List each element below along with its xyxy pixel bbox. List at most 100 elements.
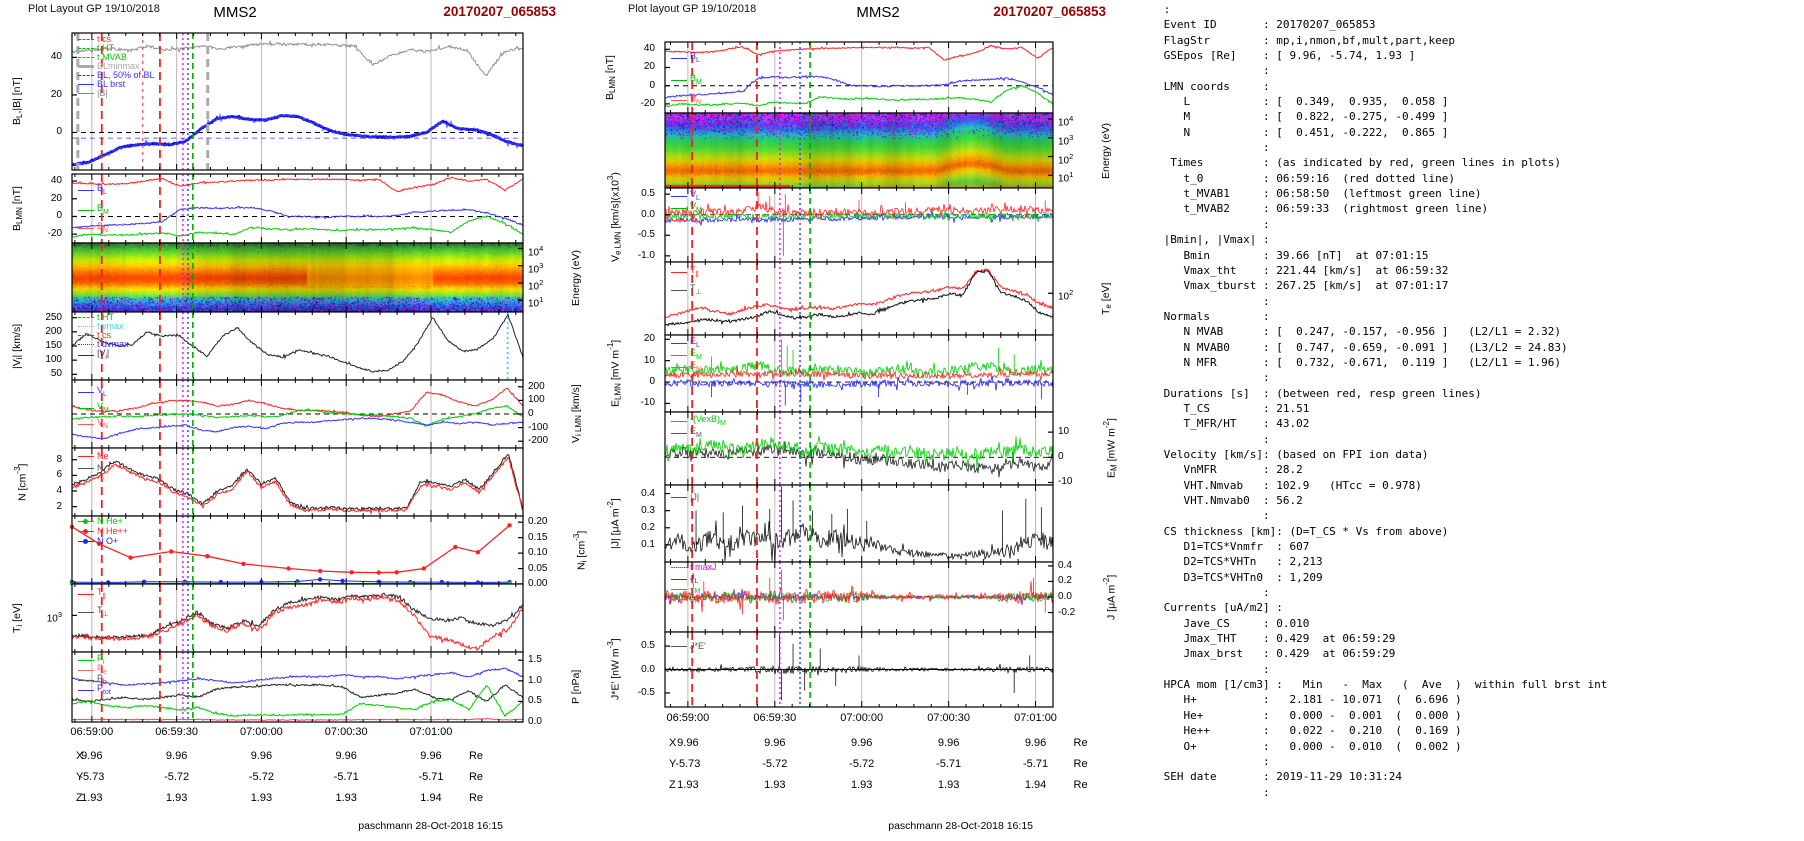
legend-label: BM xyxy=(690,73,702,86)
y-tick-label: 103 xyxy=(528,260,544,276)
ephemeris-value: 9.96 xyxy=(81,750,103,762)
y-tick-label: 0.1 xyxy=(641,538,655,550)
y-tick-label: 0.5 xyxy=(528,695,542,707)
y-tick-label: 6 xyxy=(56,469,62,481)
event-id-label: 20170207_065853 xyxy=(443,4,556,19)
ephemeris-value: 9.96 xyxy=(420,750,442,762)
legend-label: BL brst xyxy=(97,79,126,89)
legend-item: T∥ xyxy=(671,266,699,279)
legend-dot-swatch xyxy=(83,529,88,534)
legend-line-swatch xyxy=(78,689,94,691)
legend-item: BN xyxy=(671,94,701,107)
legend-dot-swatch xyxy=(83,519,88,524)
spacecraft-title: MMS2 xyxy=(213,4,257,21)
y-tick-label: -0.2 xyxy=(1058,606,1076,618)
ve-lmn-plot-chart xyxy=(664,187,1054,263)
legend-item: BL, 50% of BL xyxy=(78,71,155,80)
ephemeris-unit: Re xyxy=(468,792,484,804)
electron-spectrogram xyxy=(665,113,1053,188)
y-tick-label: 10 xyxy=(643,354,655,366)
legend-label: VN xyxy=(97,417,109,430)
ephemeris-unit: Re xyxy=(468,750,484,762)
legend-item: Ptot xyxy=(78,684,111,697)
y-tick-label: 0 xyxy=(528,408,534,419)
legend-line-swatch xyxy=(78,539,94,544)
legend-item: Pb xyxy=(78,674,107,687)
legend-item: N xyxy=(78,464,104,473)
y-tick-label: 0.0 xyxy=(1058,591,1072,602)
pressure-plot-chart xyxy=(71,651,524,723)
legend-label: t vmax xyxy=(97,321,124,331)
ephemeris-row-label: X xyxy=(669,737,677,749)
y-tick-label: 0.2 xyxy=(641,521,655,533)
legend-dot-swatch xyxy=(83,539,88,544)
legend-line-swatch xyxy=(78,593,94,595)
legend-item: N O+ xyxy=(78,537,118,546)
x-tick-label: 07:00:00 xyxy=(239,726,283,738)
axis-label: Vi LMN [km/s] xyxy=(570,384,584,444)
y-tick-label: -20 xyxy=(640,97,655,109)
y-tick-label: 250 xyxy=(45,311,62,323)
legend-label: JM xyxy=(690,582,701,595)
legend-item: -(VexB)M xyxy=(671,415,726,428)
legend-item: VL xyxy=(671,190,700,203)
axis-label: J*E' [nW m-3] xyxy=(606,638,622,701)
axis-label: |Vi| [km/s] xyxy=(11,323,25,369)
legend-label: EM xyxy=(690,348,702,361)
y-tick-label: 8 xyxy=(56,453,62,465)
ephemeris-value: 1.93 xyxy=(250,792,273,804)
ephemeris-value: 9.96 xyxy=(850,737,873,749)
axis-label: Ti [eV] xyxy=(11,603,25,633)
legend-item: t MVAB xyxy=(78,53,127,62)
y-tick-label: -200 xyxy=(528,435,549,447)
legend-line-swatch xyxy=(671,567,687,568)
legend-label: EL xyxy=(690,336,700,349)
y-tick-label: 0.05 xyxy=(528,562,548,574)
legend-line-swatch xyxy=(78,679,94,681)
legend-item: EL xyxy=(671,337,700,350)
ephemeris-value: -5.71 xyxy=(333,771,359,783)
vexb-em-plot-chart xyxy=(664,411,1054,486)
legend-line-swatch xyxy=(671,598,687,600)
y-tick-label: 100 xyxy=(528,394,545,406)
bl-b-plot-chart xyxy=(71,32,524,171)
legend-item: N He+ xyxy=(78,517,123,526)
ephemeris-value: 1.93 xyxy=(335,792,357,804)
legend-line-swatch xyxy=(78,669,94,671)
y-tick-label: 40 xyxy=(50,175,62,187)
legend-item: VN xyxy=(671,214,701,227)
axis-label: BLMN [nT] xyxy=(604,55,618,100)
y-tick-label: 50 xyxy=(50,368,62,380)
x-tick-label: 06:59:30 xyxy=(753,712,797,724)
legend-label: Ne xyxy=(97,451,109,461)
legend-label: JN xyxy=(690,592,700,605)
ephemeris-value: 9.96 xyxy=(937,737,960,749)
ephemeris-value: 9.96 xyxy=(250,750,273,762)
ephemeris-value: 1.93 xyxy=(165,792,188,804)
legend-line-swatch xyxy=(671,366,687,368)
legend-line-swatch xyxy=(78,354,94,356)
y-tick-label: -20 xyxy=(47,228,62,240)
legend-item: JN xyxy=(671,593,700,606)
legend-line-swatch xyxy=(78,344,94,345)
y-tick-label: 10 xyxy=(1058,426,1070,438)
y-tick-label: 20 xyxy=(643,333,655,345)
legend-item: BL brst xyxy=(78,80,125,89)
legend-line-swatch xyxy=(671,289,687,291)
axis-label: Energy (eV) xyxy=(1100,122,1112,179)
axis-label: Ve LMN [km/s](x103) xyxy=(606,172,623,262)
blmn-plot-chart xyxy=(664,41,1054,114)
y-tick-label: 0.10 xyxy=(528,547,548,559)
legend-label: |Vi| xyxy=(97,348,110,361)
legend-item: EN xyxy=(671,361,701,374)
y-tick-label: 102 xyxy=(1058,288,1074,303)
ephemeris-row-label: X xyxy=(76,750,84,762)
legend-line-swatch xyxy=(671,219,687,221)
legend-item: |J| xyxy=(671,493,699,502)
ephemeris-value: 1.94 xyxy=(420,792,442,804)
legend-item: Ne xyxy=(78,452,109,461)
legend-item: Pi xyxy=(78,654,105,667)
legend-line-swatch xyxy=(671,342,687,344)
legend-item: t vmax xyxy=(78,322,124,331)
